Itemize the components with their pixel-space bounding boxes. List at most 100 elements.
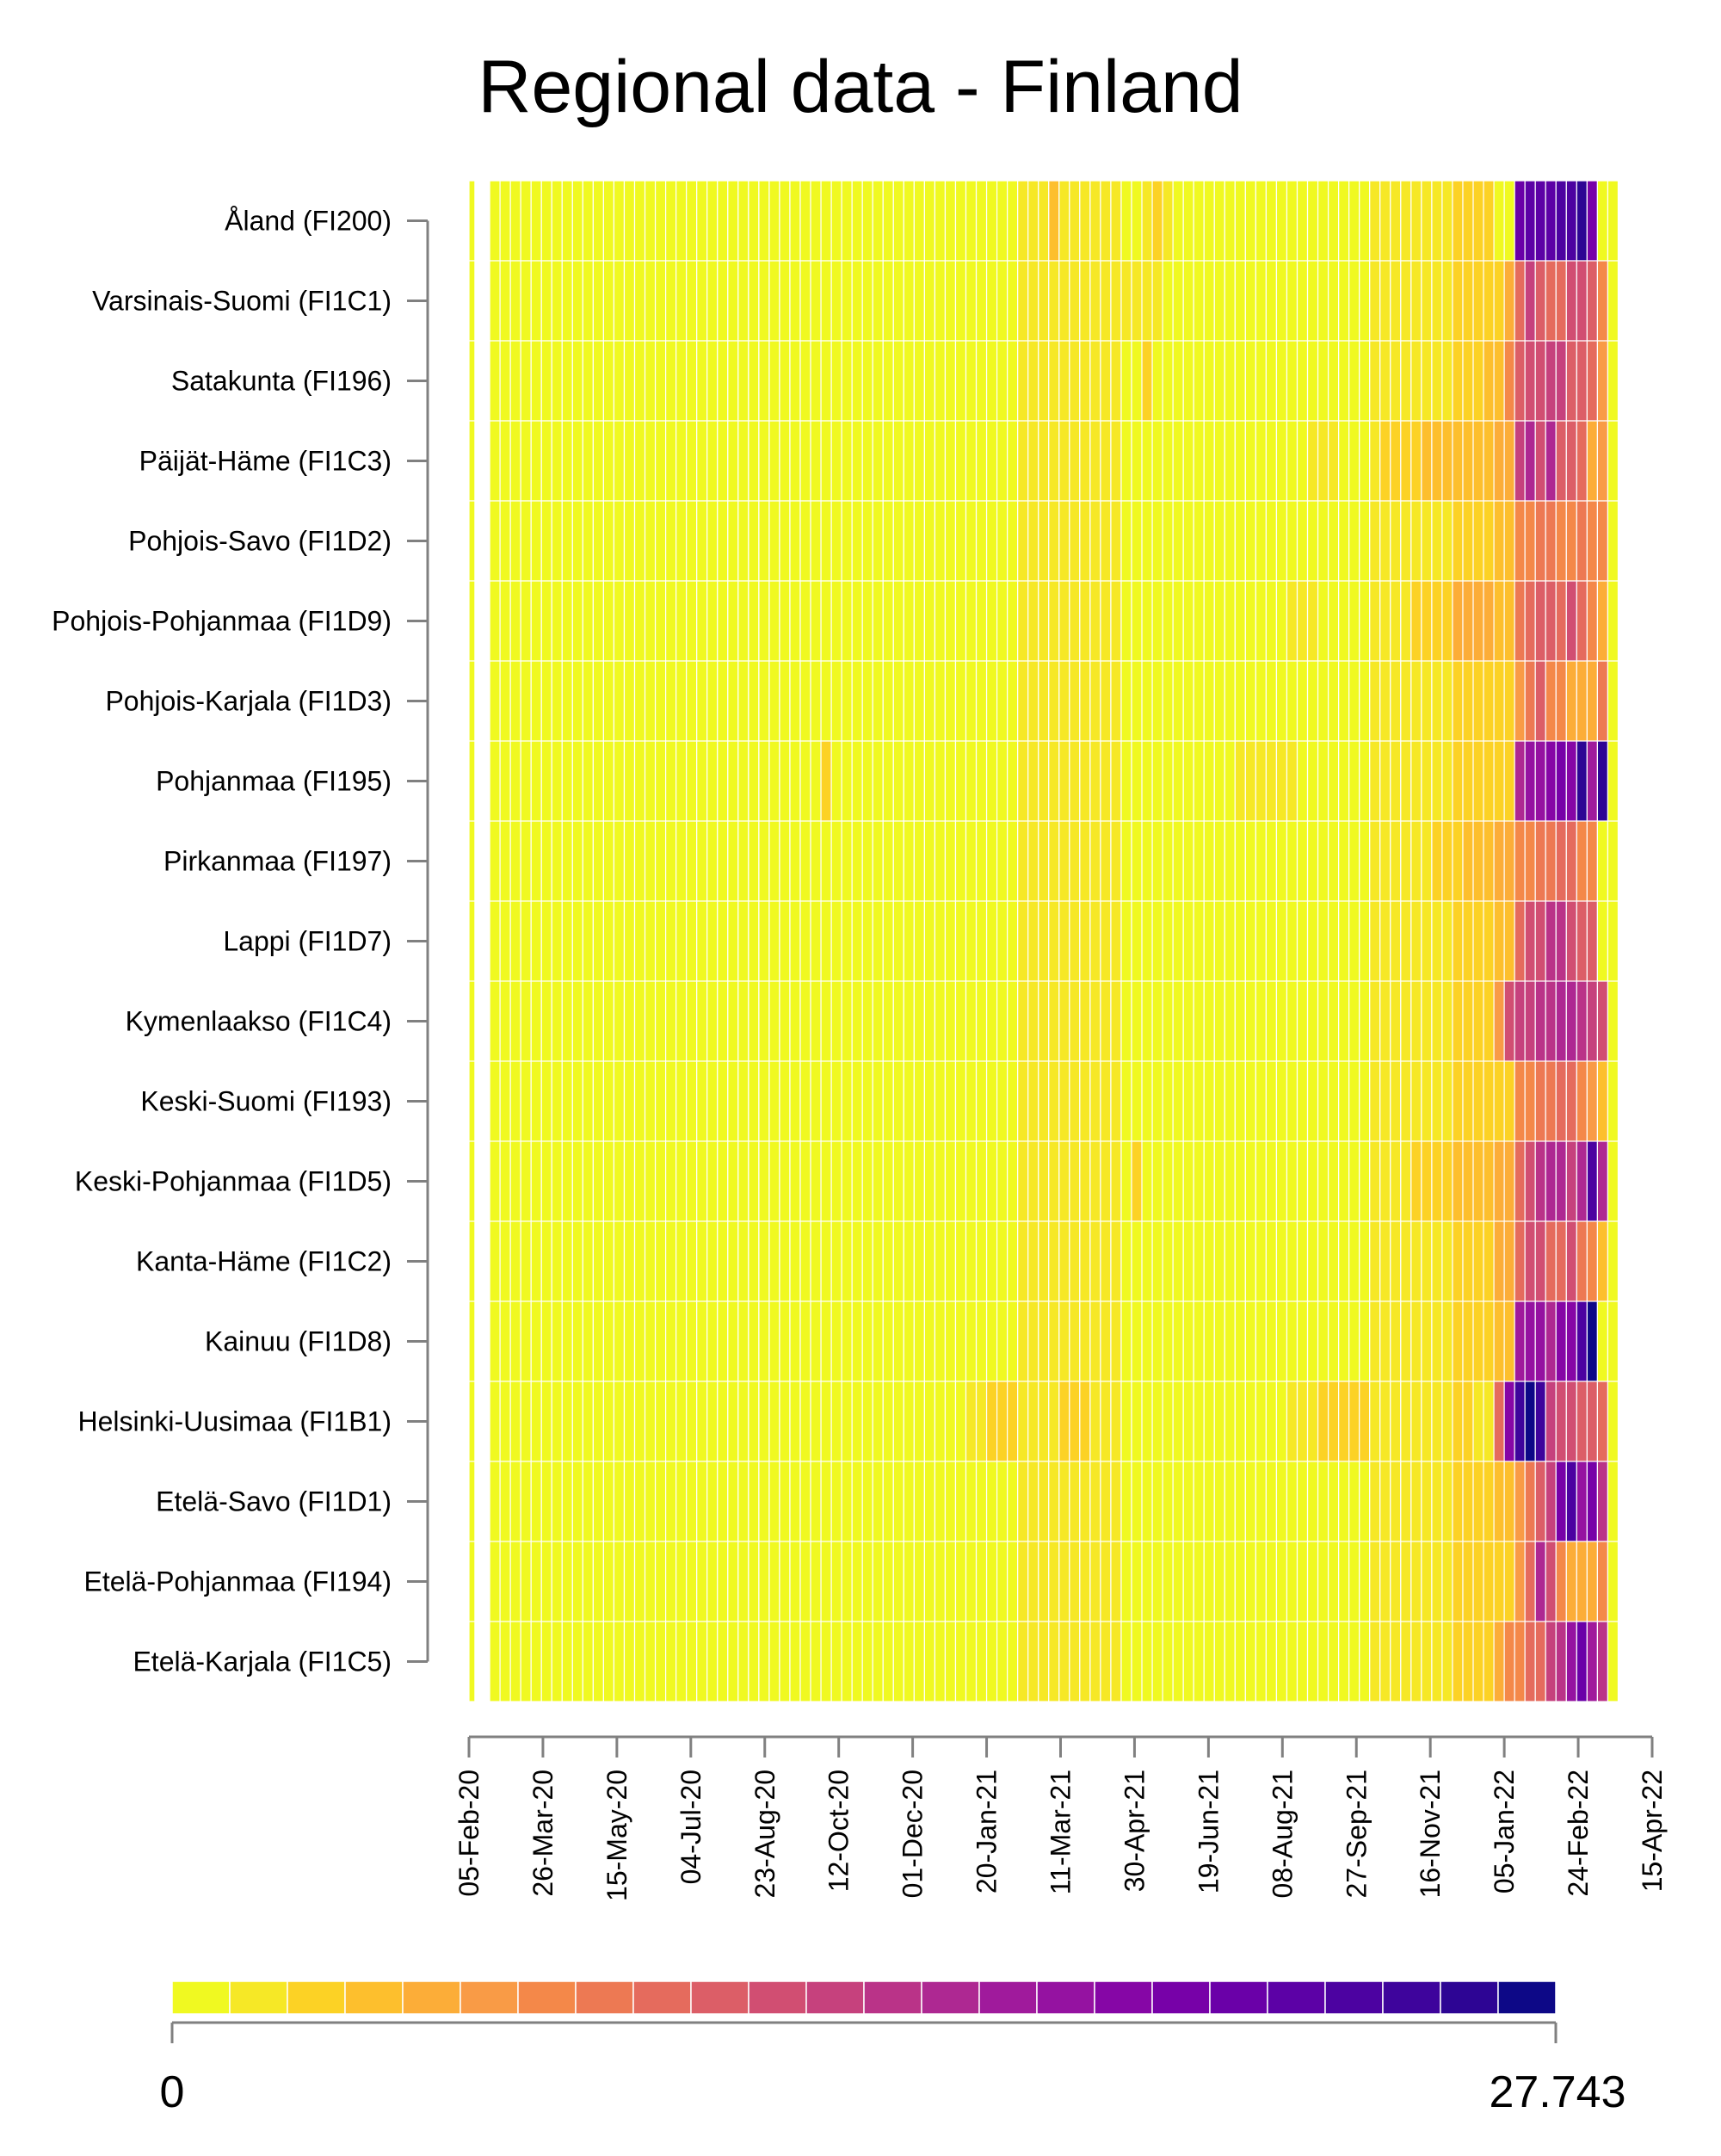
heatmap-cell bbox=[1390, 1300, 1402, 1382]
heatmap-cell bbox=[675, 420, 688, 502]
heatmap-cell bbox=[851, 1621, 863, 1702]
heatmap-cell bbox=[1441, 900, 1453, 982]
heatmap-cell bbox=[830, 500, 842, 582]
heatmap-cell bbox=[1369, 660, 1381, 742]
heatmap-cell bbox=[1027, 820, 1039, 902]
heatmap-cell bbox=[613, 1300, 626, 1382]
heatmap-cell bbox=[1545, 580, 1557, 662]
heatmap-cell bbox=[830, 660, 842, 742]
heatmap-cell bbox=[1079, 900, 1091, 982]
heatmap-cell bbox=[830, 1220, 842, 1302]
heatmap-cell bbox=[1576, 260, 1588, 342]
heatmap-cell bbox=[944, 1621, 957, 1702]
heatmap-cell bbox=[489, 260, 501, 342]
heatmap-cell bbox=[1203, 660, 1215, 742]
heatmap-cell bbox=[1007, 1621, 1019, 1702]
heatmap-cell bbox=[1007, 1060, 1019, 1142]
heatmap-cell bbox=[551, 1060, 563, 1142]
heatmap-cell bbox=[1244, 740, 1256, 822]
heatmap-cell bbox=[1048, 1381, 1060, 1462]
heatmap-cell bbox=[1048, 1140, 1060, 1222]
heatmap-cell bbox=[758, 1220, 770, 1302]
heatmap-cell bbox=[592, 900, 605, 982]
heatmap-cell bbox=[944, 580, 957, 662]
heatmap-cell bbox=[1607, 900, 1619, 982]
heatmap-cell bbox=[1162, 1220, 1174, 1302]
heatmap-cell bbox=[882, 1060, 894, 1142]
heatmap-cell bbox=[561, 1381, 573, 1462]
heatmap-cell bbox=[1555, 1621, 1567, 1702]
heatmap-cell bbox=[489, 660, 501, 742]
heatmap-cell bbox=[551, 420, 563, 502]
heatmap-cell bbox=[1234, 1461, 1246, 1542]
heatmap-cell bbox=[696, 180, 708, 262]
heatmap-cell bbox=[1234, 900, 1246, 982]
heatmap-cell bbox=[1017, 740, 1029, 822]
heatmap-cell bbox=[1607, 1220, 1619, 1302]
heatmap-cell bbox=[602, 1541, 615, 1622]
heatmap-cell bbox=[851, 1541, 863, 1622]
heatmap-cell bbox=[1213, 420, 1225, 502]
heatmap-cell bbox=[1224, 900, 1236, 982]
heatmap-cell bbox=[602, 1300, 615, 1382]
heatmap-cell bbox=[1027, 740, 1039, 822]
heatmap-cell bbox=[1306, 1541, 1319, 1622]
heatmap-cell bbox=[799, 1220, 811, 1302]
heatmap-cell bbox=[1131, 660, 1143, 742]
heatmap-cell bbox=[686, 340, 698, 422]
heatmap-cell bbox=[571, 660, 583, 742]
heatmap-cell bbox=[1275, 1621, 1288, 1702]
heatmap-cell bbox=[509, 580, 521, 662]
heatmap-cell bbox=[1110, 1140, 1122, 1222]
heatmap-cell bbox=[1234, 1060, 1246, 1142]
heatmap-cell bbox=[1607, 1060, 1619, 1142]
heatmap-cell bbox=[1141, 1220, 1153, 1302]
heatmap-cell bbox=[1317, 580, 1329, 662]
heatmap-cell bbox=[882, 340, 894, 422]
heatmap-cell bbox=[913, 500, 925, 582]
heatmap-cell bbox=[1431, 340, 1443, 422]
heatmap-cell bbox=[540, 1220, 552, 1302]
heatmap-cell bbox=[1203, 340, 1215, 422]
heatmap-cell bbox=[675, 900, 688, 982]
heatmap-cell bbox=[1244, 1381, 1256, 1462]
heatmap-cell bbox=[1483, 1140, 1495, 1222]
heatmap-cell bbox=[706, 740, 719, 822]
heatmap-cell bbox=[1514, 1541, 1526, 1622]
heatmap-cell bbox=[1244, 1541, 1256, 1622]
heatmap-cell bbox=[810, 1621, 822, 1702]
heatmap-cell bbox=[1338, 1621, 1350, 1702]
heatmap-cell bbox=[1193, 260, 1205, 342]
heatmap-cell bbox=[1576, 500, 1588, 582]
heatmap-cell bbox=[975, 420, 988, 502]
heatmap-cell bbox=[1524, 1060, 1536, 1142]
heatmap-cell bbox=[841, 1220, 853, 1302]
heatmap-cell bbox=[571, 580, 583, 662]
heatmap-cell bbox=[1069, 500, 1081, 582]
heatmap-cell bbox=[789, 1060, 801, 1142]
heatmap-cell bbox=[1213, 340, 1225, 422]
heatmap-cell bbox=[1514, 580, 1526, 662]
heatmap-cell bbox=[830, 740, 842, 822]
heatmap-cell bbox=[996, 1300, 1009, 1382]
heatmap-cell bbox=[965, 1541, 978, 1622]
heatmap-cell bbox=[1069, 1220, 1081, 1302]
heatmap-cell bbox=[561, 980, 573, 1062]
heatmap-cell bbox=[1089, 340, 1101, 422]
heatmap-cell bbox=[551, 340, 563, 422]
heatmap-cell bbox=[1483, 180, 1495, 262]
heatmap-cell bbox=[830, 580, 842, 662]
heatmap-cell bbox=[727, 1140, 739, 1222]
heatmap-cell bbox=[1069, 1300, 1081, 1382]
heatmap-cell bbox=[1224, 1461, 1236, 1542]
heatmap-cell bbox=[1390, 580, 1402, 662]
heatmap-cell bbox=[1172, 740, 1184, 822]
legend-swatch bbox=[1209, 1980, 1268, 2015]
heatmap-cell bbox=[1048, 580, 1060, 662]
heatmap-cell bbox=[841, 260, 853, 342]
heatmap-cell bbox=[499, 1381, 511, 1462]
heatmap-cell bbox=[1555, 580, 1567, 662]
heatmap-cell bbox=[520, 900, 532, 982]
heatmap-cell bbox=[530, 820, 542, 902]
heatmap-cell bbox=[1565, 1300, 1577, 1382]
